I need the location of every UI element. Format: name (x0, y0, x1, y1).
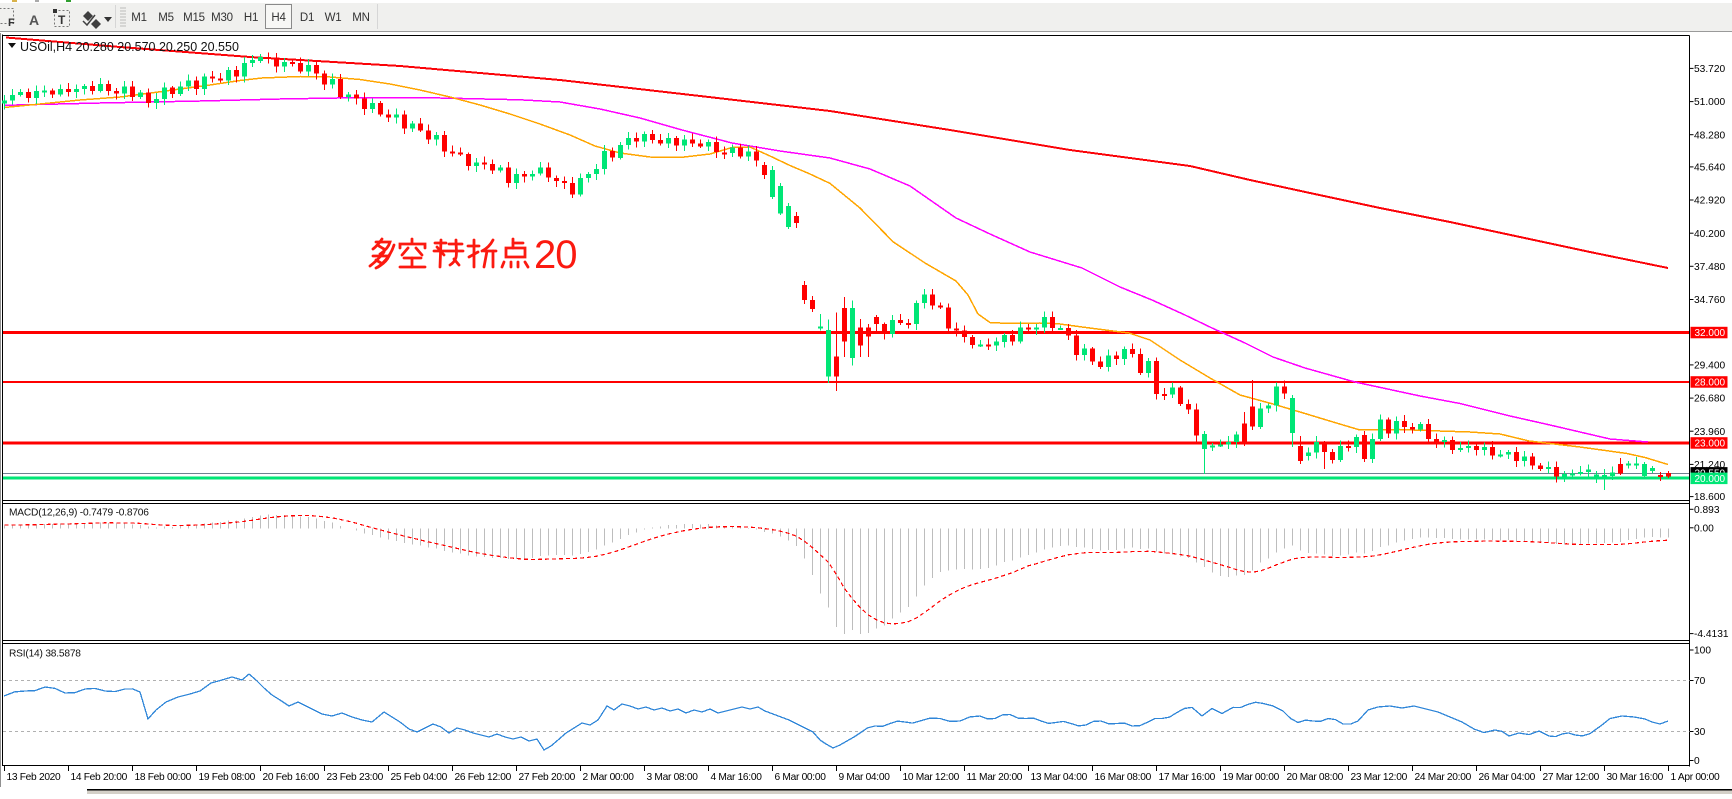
svg-text:21.240: 21.240 (1694, 460, 1725, 471)
svg-text:40.200: 40.200 (1694, 229, 1725, 240)
svg-text:24 Mar 20:00: 24 Mar 20:00 (1415, 772, 1472, 783)
svg-text:18.600: 18.600 (1694, 492, 1725, 503)
svg-text:13 Feb 2020: 13 Feb 2020 (7, 772, 62, 783)
svg-text:51.000: 51.000 (1694, 97, 1725, 108)
svg-text:23.000: 23.000 (1695, 439, 1726, 450)
svg-text:H1: H1 (244, 12, 258, 24)
svg-text:23 Feb 23:00: 23 Feb 23:00 (327, 772, 384, 783)
svg-text:M5: M5 (158, 12, 174, 24)
svg-text:45.640: 45.640 (1694, 163, 1725, 174)
svg-text:3 Mar 08:00: 3 Mar 08:00 (647, 772, 699, 783)
svg-text:6 Mar 00:00: 6 Mar 00:00 (775, 772, 827, 783)
svg-text:37.480: 37.480 (1694, 262, 1725, 273)
svg-text:0: 0 (1694, 756, 1700, 767)
svg-text:F: F (8, 17, 15, 29)
svg-text:10 Mar 12:00: 10 Mar 12:00 (903, 772, 960, 783)
svg-text:25 Feb 04:00: 25 Feb 04:00 (391, 772, 448, 783)
svg-text:27 Feb 20:00: 27 Feb 20:00 (519, 772, 576, 783)
svg-text:A: A (29, 12, 39, 28)
svg-text:70: 70 (1694, 676, 1706, 687)
svg-text:20 Feb 16:00: 20 Feb 16:00 (263, 772, 320, 783)
svg-text:23 Mar 12:00: 23 Mar 12:00 (1351, 772, 1408, 783)
svg-text:9 Mar 04:00: 9 Mar 04:00 (839, 772, 891, 783)
svg-text:34.760: 34.760 (1694, 295, 1725, 306)
svg-text:26 Feb 12:00: 26 Feb 12:00 (455, 772, 512, 783)
svg-text:M30: M30 (211, 12, 233, 24)
svg-text:53.720: 53.720 (1694, 64, 1725, 75)
svg-text:20.000: 20.000 (1695, 474, 1726, 485)
svg-text:20 Mar 08:00: 20 Mar 08:00 (1287, 772, 1344, 783)
svg-text:4 Mar 16:00: 4 Mar 16:00 (711, 772, 763, 783)
svg-text:MN: MN (352, 12, 370, 24)
svg-text:0.00: 0.00 (1694, 523, 1714, 534)
svg-text:26.680: 26.680 (1694, 394, 1725, 405)
svg-text:-4.4131: -4.4131 (1694, 629, 1729, 640)
svg-text:M15: M15 (183, 12, 205, 24)
svg-text:USOil,H4 20.280 20.570 20.250: USOil,H4 20.280 20.570 20.250 20.550 (20, 40, 239, 54)
svg-text:23.960: 23.960 (1694, 427, 1725, 438)
svg-text:26 Mar 04:00: 26 Mar 04:00 (1479, 772, 1536, 783)
svg-text:19 Mar 00:00: 19 Mar 00:00 (1223, 772, 1280, 783)
svg-text:M1: M1 (131, 12, 147, 24)
svg-text:0.893: 0.893 (1694, 505, 1720, 516)
svg-text:20: 20 (534, 233, 577, 277)
svg-text:27 Mar 12:00: 27 Mar 12:00 (1543, 772, 1600, 783)
svg-text:17 Mar 16:00: 17 Mar 16:00 (1159, 772, 1216, 783)
svg-text:29.400: 29.400 (1694, 361, 1725, 372)
svg-text:RSI(14) 38.5878: RSI(14) 38.5878 (9, 649, 81, 660)
svg-text:MACD(12,26,9) -0.7479 -0.8706: MACD(12,26,9) -0.7479 -0.8706 (9, 508, 149, 519)
svg-text:T: T (58, 13, 66, 27)
svg-text:30: 30 (1694, 727, 1706, 738)
svg-text:32.000: 32.000 (1695, 328, 1726, 339)
svg-text:D1: D1 (300, 12, 314, 24)
svg-text:W1: W1 (325, 12, 342, 24)
svg-text:30 Mar 16:00: 30 Mar 16:00 (1607, 772, 1664, 783)
svg-text:28.000: 28.000 (1695, 378, 1726, 389)
svg-text:18 Feb 00:00: 18 Feb 00:00 (135, 772, 192, 783)
svg-text:11 Mar 20:00: 11 Mar 20:00 (967, 772, 1023, 783)
svg-text:1 Apr 00:00: 1 Apr 00:00 (1671, 772, 1720, 783)
svg-text:14 Feb 20:00: 14 Feb 20:00 (71, 772, 128, 783)
svg-text:2 Mar 00:00: 2 Mar 00:00 (583, 772, 635, 783)
svg-text:48.280: 48.280 (1694, 130, 1725, 141)
svg-text:H4: H4 (271, 12, 286, 24)
svg-text:16 Mar 08:00: 16 Mar 08:00 (1095, 772, 1152, 783)
svg-text:42.920: 42.920 (1694, 196, 1725, 207)
svg-text:13 Mar 04:00: 13 Mar 04:00 (1031, 772, 1088, 783)
svg-text:19 Feb 08:00: 19 Feb 08:00 (199, 772, 256, 783)
svg-text:100: 100 (1694, 646, 1711, 657)
